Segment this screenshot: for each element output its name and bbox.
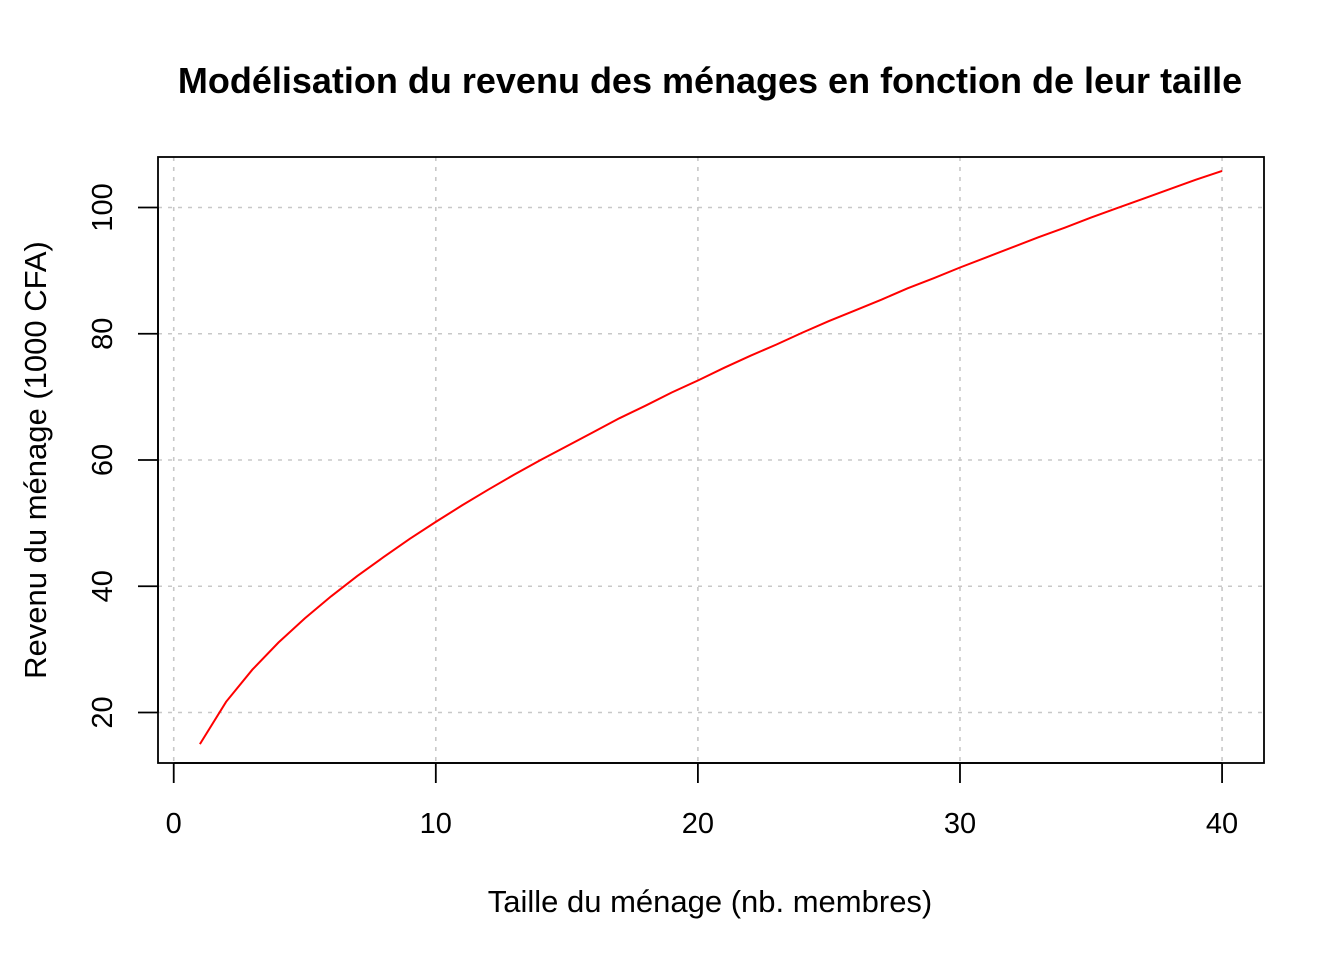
- y-tick-label: 100: [87, 183, 119, 231]
- y-tick-label: 20: [87, 696, 119, 728]
- x-axis: 0 10 20 30 40: [166, 762, 1238, 840]
- grid: [158, 157, 1264, 763]
- series-line: [199, 169, 1223, 745]
- x-tick-label: 0: [166, 808, 182, 840]
- y-axis: 20 40 60 80 100: [87, 183, 159, 729]
- y-tick-label: 40: [87, 570, 119, 602]
- chart-title: Modélisation du revenu des ménages en fo…: [178, 60, 1242, 101]
- x-tick-label: 20: [682, 808, 714, 840]
- y-tick-label: 60: [87, 444, 119, 476]
- series-layer: [199, 169, 1223, 745]
- y-axis-label: Revenu du ménage (1000 CFA): [18, 241, 53, 679]
- x-tick-label: 40: [1206, 808, 1238, 840]
- x-axis-label: Taille du ménage (nb. membres): [488, 884, 933, 919]
- y-tick-label: 80: [87, 318, 119, 350]
- x-tick-label: 30: [944, 808, 976, 840]
- x-tick-label: 10: [420, 808, 452, 840]
